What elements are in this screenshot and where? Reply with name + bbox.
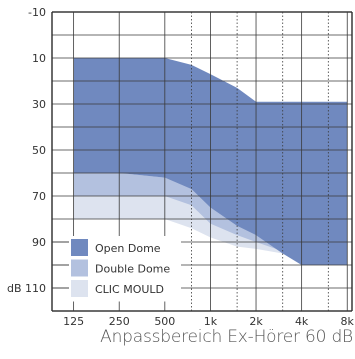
- y-tick-label: -10: [28, 6, 46, 19]
- legend-label: CLIC MOULD: [95, 283, 164, 296]
- legend-swatch: [71, 280, 88, 297]
- y-tick-label: 50: [32, 144, 46, 157]
- legend-swatch: [71, 239, 88, 256]
- chart-title: Anpassbereich Ex-Hörer 60 dB: [0, 327, 353, 347]
- legend-swatch: [71, 260, 88, 277]
- legend-label: Open Dome: [95, 242, 161, 255]
- legend-label: Double Dome: [95, 263, 170, 276]
- y-tick-label: 90: [32, 236, 46, 249]
- y-tick-label: 10: [32, 52, 46, 65]
- y-tick-label: dB 110: [7, 282, 46, 295]
- y-tick-label: 30: [32, 98, 46, 111]
- legend: Open Dome Double Dome CLIC MOULD: [52, 236, 181, 311]
- y-tick-label: 70: [32, 190, 46, 203]
